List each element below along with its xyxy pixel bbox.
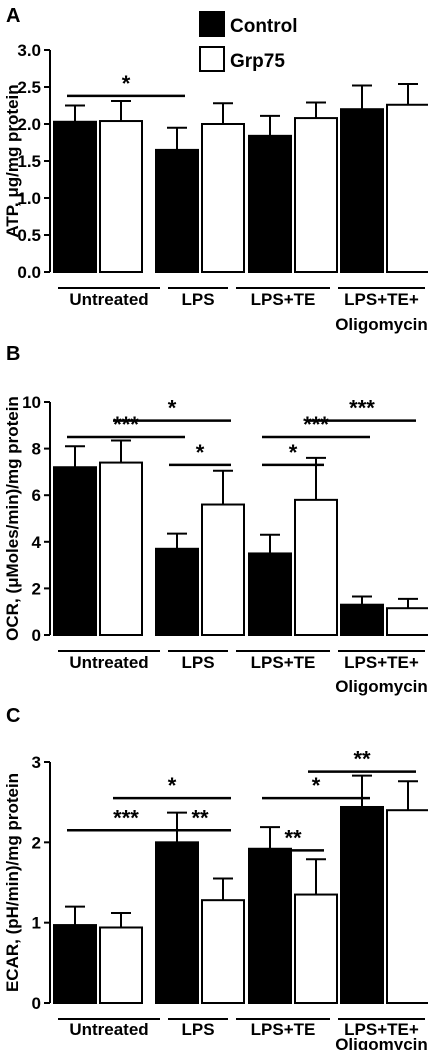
- category-label: LPS+TE+ Oligomycin: [335, 1020, 428, 1050]
- bar-grp75: [294, 498, 338, 636]
- significance-marker: ***: [349, 396, 375, 421]
- category-label: Untreated: [69, 1020, 148, 1039]
- significance-marker: ***: [113, 805, 139, 830]
- legend-label: Grp75: [230, 51, 285, 72]
- significance-marker: **: [353, 747, 371, 772]
- y-tick-label: 1.5: [17, 152, 41, 171]
- bar-grp75: [386, 103, 428, 274]
- y-tick-label: 1: [32, 914, 41, 933]
- significance-marker: *: [289, 440, 298, 465]
- bar-grp75: [386, 809, 428, 1005]
- y-tick-label: 2.5: [17, 78, 41, 97]
- y-axis-label: ATP, μg/mg protein: [3, 84, 22, 237]
- bar-control: [53, 924, 97, 1004]
- legend-label: Control: [230, 16, 298, 37]
- significance-marker: **: [284, 825, 302, 850]
- category-label: Untreated: [69, 653, 148, 672]
- bar-grp75: [294, 893, 338, 1004]
- bar-control: [340, 108, 384, 273]
- bar-control: [155, 547, 199, 636]
- significance-marker: *: [312, 773, 321, 798]
- category-label: LPS+TE: [251, 653, 316, 672]
- y-tick-label: 4: [32, 533, 42, 552]
- significance-marker: *: [168, 773, 177, 798]
- y-tick-label: 8: [32, 440, 41, 459]
- y-axis-label: ECAR, (pH/min)/mg protein: [3, 773, 22, 992]
- bar-grp75: [99, 926, 143, 1005]
- y-tick-label: 6: [32, 486, 41, 505]
- category-label: LPS+TE: [251, 290, 316, 309]
- significance-marker: *: [196, 440, 205, 465]
- bar-control: [53, 120, 97, 273]
- panel-letter: A: [6, 5, 20, 27]
- category-label: Untreated: [69, 290, 148, 309]
- bar-control: [248, 134, 292, 273]
- bar-control: [155, 841, 199, 1004]
- legend-swatch: [199, 46, 225, 72]
- category-label: LPS+TE+ Oligomycin: [335, 653, 428, 696]
- significance-marker: *: [168, 396, 177, 421]
- bar-control: [340, 805, 384, 1005]
- y-tick-label: 2: [32, 833, 41, 852]
- y-tick-label: 2.0: [17, 115, 41, 134]
- panel-letter: B: [6, 343, 20, 365]
- bar-grp75: [99, 120, 143, 274]
- category-label: LPS: [181, 290, 214, 309]
- y-tick-label: 1.0: [17, 189, 41, 208]
- y-tick-label: 0: [32, 626, 41, 645]
- bar-grp75: [201, 503, 245, 636]
- bar-control: [155, 148, 199, 273]
- y-tick-label: 10: [22, 393, 41, 412]
- bar-control: [248, 847, 292, 1005]
- y-tick-label: 3.0: [17, 41, 41, 60]
- bar-control: [340, 603, 384, 637]
- significance-marker: *: [122, 71, 131, 96]
- y-tick-label: 0.5: [17, 226, 41, 245]
- bar-grp75: [99, 461, 143, 636]
- bar-grp75: [201, 123, 245, 273]
- bar-grp75: [294, 117, 338, 273]
- bar-control: [53, 466, 97, 636]
- category-label: LPS: [181, 653, 214, 672]
- panel-a: A 0.0 0.5 1.0 1.5 2.0 2.5 3.0 ATP, μg/mg protein…: [3, 5, 428, 334]
- category-label: LPS: [181, 1020, 214, 1039]
- category-label: LPS+TE: [251, 1020, 316, 1039]
- bar-control: [248, 552, 292, 637]
- bar-grp75: [201, 899, 245, 1005]
- significance-marker: **: [191, 805, 209, 830]
- significance-marker: ***: [113, 412, 139, 437]
- significance-marker: ***: [303, 412, 329, 437]
- bar-grp75: [386, 607, 428, 637]
- panel-c: C 0 1 2 3 ECAR, (pH/min)/mg protein Untreated L…: [3, 705, 428, 1050]
- y-axis-label: OCR, (μMoles/min)/mg protein: [3, 396, 22, 641]
- legend-swatch: [199, 11, 225, 37]
- legend: Control Grp75: [199, 11, 298, 72]
- panel-letter: C: [6, 705, 20, 727]
- category-label: LPS+TE+ Oligomycin: [335, 290, 428, 334]
- y-tick-label: 2: [32, 579, 41, 598]
- y-tick-label: 3: [32, 753, 41, 772]
- y-tick-label: 0.0: [17, 263, 41, 282]
- y-tick-label: 0: [32, 994, 41, 1013]
